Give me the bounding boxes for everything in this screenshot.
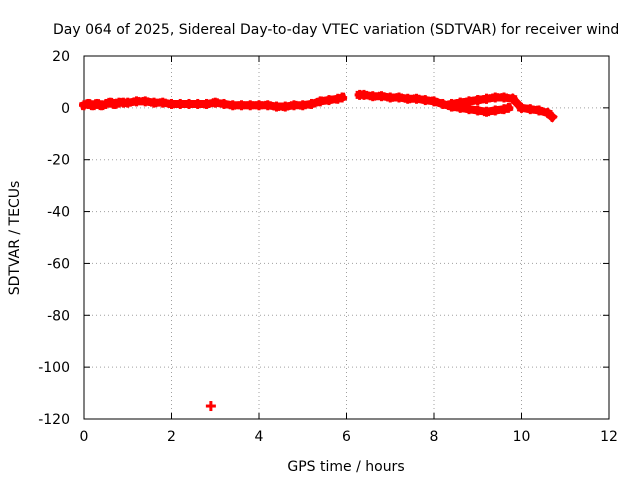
x-tick-label: 6 — [342, 429, 351, 445]
data-points — [79, 89, 558, 412]
y-axis-label: SDTVAR / TECUs — [7, 181, 23, 296]
y-tick-label: -60 — [47, 256, 70, 272]
x-tick-label: 10 — [513, 429, 531, 445]
y-axis: 20 0 -20 -40 -60 -80 -100 -120 — [38, 49, 609, 428]
x-tick-label: 4 — [255, 429, 264, 445]
y-tick-label: -80 — [47, 308, 70, 324]
x-tick-label: 0 — [80, 429, 89, 445]
data-point — [205, 401, 216, 412]
x-tick-label: 8 — [430, 429, 439, 445]
chart-title: Day 064 of 2025, Sidereal Day-to-day VTE… — [53, 22, 619, 38]
grid — [84, 56, 609, 419]
y-tick-label: -120 — [38, 412, 70, 428]
x-tick-label: 12 — [600, 429, 618, 445]
y-tick-label: 0 — [61, 101, 70, 117]
data-point — [547, 111, 558, 122]
data-point — [503, 102, 514, 113]
x-axis-label: GPS time / hours — [287, 459, 404, 475]
y-tick-label: -20 — [47, 153, 70, 169]
y-tick-label: 20 — [52, 49, 70, 65]
data-point — [337, 92, 348, 103]
y-tick-label: -40 — [47, 205, 70, 221]
x-tick-label: 2 — [167, 429, 176, 445]
x-axis: 0 2 4 6 8 10 12 — [80, 56, 618, 445]
y-tick-label: -100 — [38, 360, 70, 376]
